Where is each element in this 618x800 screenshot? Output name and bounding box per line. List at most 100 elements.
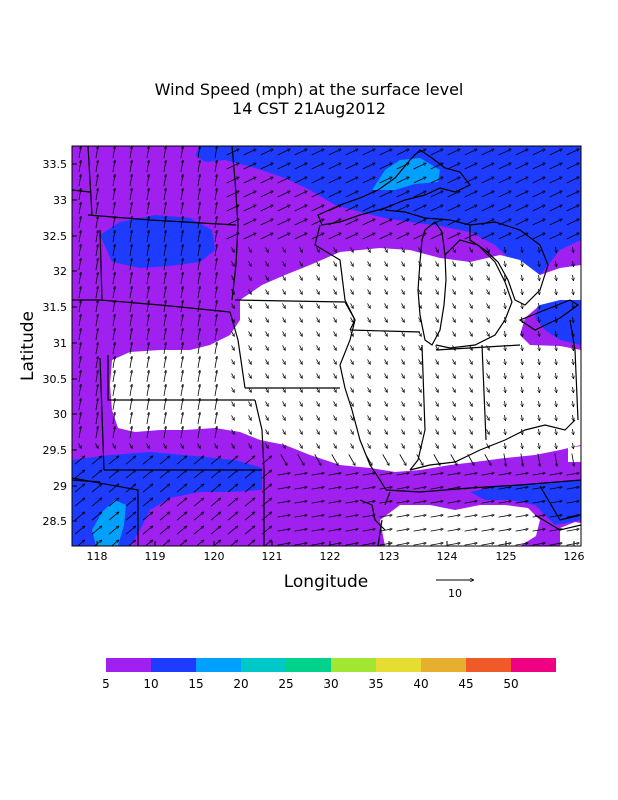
wind-vector xyxy=(197,370,200,382)
wind-vector xyxy=(146,342,149,354)
wind-vector xyxy=(418,317,422,322)
wind-vector xyxy=(95,216,98,228)
wind-vector xyxy=(384,401,388,406)
wind-vector xyxy=(333,317,337,322)
wind-vector xyxy=(549,543,563,546)
wind-vector xyxy=(243,219,257,226)
wind-vector xyxy=(294,191,308,198)
wind-vector xyxy=(486,415,490,420)
wind-vector xyxy=(549,501,563,504)
colorbar-swatch xyxy=(286,658,331,672)
wind-vector xyxy=(486,429,490,434)
wind-vector xyxy=(78,328,81,340)
wind-vector xyxy=(180,216,183,228)
wind-vector xyxy=(146,398,149,410)
wind-vector xyxy=(214,412,217,424)
wind-vector xyxy=(555,372,556,379)
wind-vector xyxy=(197,272,200,284)
wind-vector xyxy=(129,342,132,354)
wind-vector xyxy=(379,191,393,198)
wind-vector xyxy=(299,373,303,378)
y-tick-label: 29 xyxy=(53,480,67,493)
wind-vector xyxy=(333,261,337,266)
wind-vector xyxy=(176,470,187,479)
wind-vector xyxy=(486,345,490,350)
wind-vector xyxy=(555,344,556,351)
wind-vector xyxy=(227,498,238,507)
wind-vector xyxy=(197,384,200,396)
wind-vector xyxy=(280,454,288,465)
wind-vector xyxy=(498,473,512,476)
wind-vector xyxy=(396,529,410,532)
wind-vector xyxy=(180,398,183,410)
wind-vector xyxy=(129,384,132,396)
wind-vector xyxy=(277,543,291,546)
wind-vector xyxy=(311,163,325,170)
wind-vector xyxy=(418,247,422,252)
wind-vector xyxy=(538,288,539,295)
wind-vector xyxy=(515,163,529,170)
wind-vector xyxy=(521,442,522,449)
wind-vector xyxy=(538,344,539,351)
wind-vector xyxy=(146,443,150,448)
wind-vector xyxy=(504,246,505,253)
wind-vector xyxy=(515,191,529,198)
wind-vector xyxy=(91,484,102,493)
wind-vector xyxy=(231,331,235,336)
wind-vector xyxy=(367,247,371,252)
wind-vector xyxy=(464,219,478,226)
wind-vector xyxy=(435,401,439,406)
wind-vector xyxy=(504,330,505,337)
wind-vector xyxy=(469,345,473,350)
wind-vector xyxy=(176,512,187,521)
wind-vector xyxy=(555,288,556,295)
wind-vector xyxy=(214,146,217,158)
wind-vector xyxy=(486,443,490,448)
wind-vector xyxy=(78,188,81,200)
wind-vector xyxy=(316,373,320,378)
wind-vector xyxy=(163,216,166,228)
wind-vector xyxy=(299,317,303,322)
wind-vector xyxy=(227,456,238,465)
wind-vector xyxy=(413,501,427,504)
wind-vector xyxy=(379,163,393,170)
wind-vector xyxy=(146,356,149,368)
wind-vector xyxy=(452,429,456,434)
wind-vector xyxy=(78,412,81,424)
wind-vector xyxy=(197,426,200,438)
wind-vector xyxy=(74,484,85,493)
wind-vector xyxy=(146,426,149,438)
wind-vector xyxy=(95,384,98,396)
colorbar-label: 40 xyxy=(413,677,428,691)
wind-vector xyxy=(163,286,166,298)
wind-vector xyxy=(197,398,200,410)
wind-vector xyxy=(430,515,444,518)
wind-vector xyxy=(396,233,410,240)
wind-vector xyxy=(379,233,393,240)
wind-vector xyxy=(555,386,556,393)
wind-vector xyxy=(328,233,342,240)
wind-vector xyxy=(538,330,539,337)
speed-region-calm-central xyxy=(110,248,581,472)
wind-vector xyxy=(532,529,546,532)
wind-vector xyxy=(447,205,461,212)
wind-vector xyxy=(566,177,580,184)
wind-vector xyxy=(146,146,149,158)
wind-vector xyxy=(469,401,473,406)
wind-vector xyxy=(481,177,495,184)
wind-vector xyxy=(367,415,371,420)
wind-vector xyxy=(384,289,388,294)
wind-vector xyxy=(452,303,456,308)
wind-vector xyxy=(95,174,98,186)
wind-vector xyxy=(316,415,320,420)
wind-vector xyxy=(382,454,390,465)
wind-vector xyxy=(282,275,286,280)
wind-vector xyxy=(467,454,475,465)
wind-vector xyxy=(515,501,529,504)
wind-vector xyxy=(367,359,371,364)
wind-vector xyxy=(498,191,512,198)
wind-vector xyxy=(95,300,98,312)
wind-vector xyxy=(311,501,325,504)
wind-vector xyxy=(299,387,303,392)
wind-vector xyxy=(163,146,166,158)
